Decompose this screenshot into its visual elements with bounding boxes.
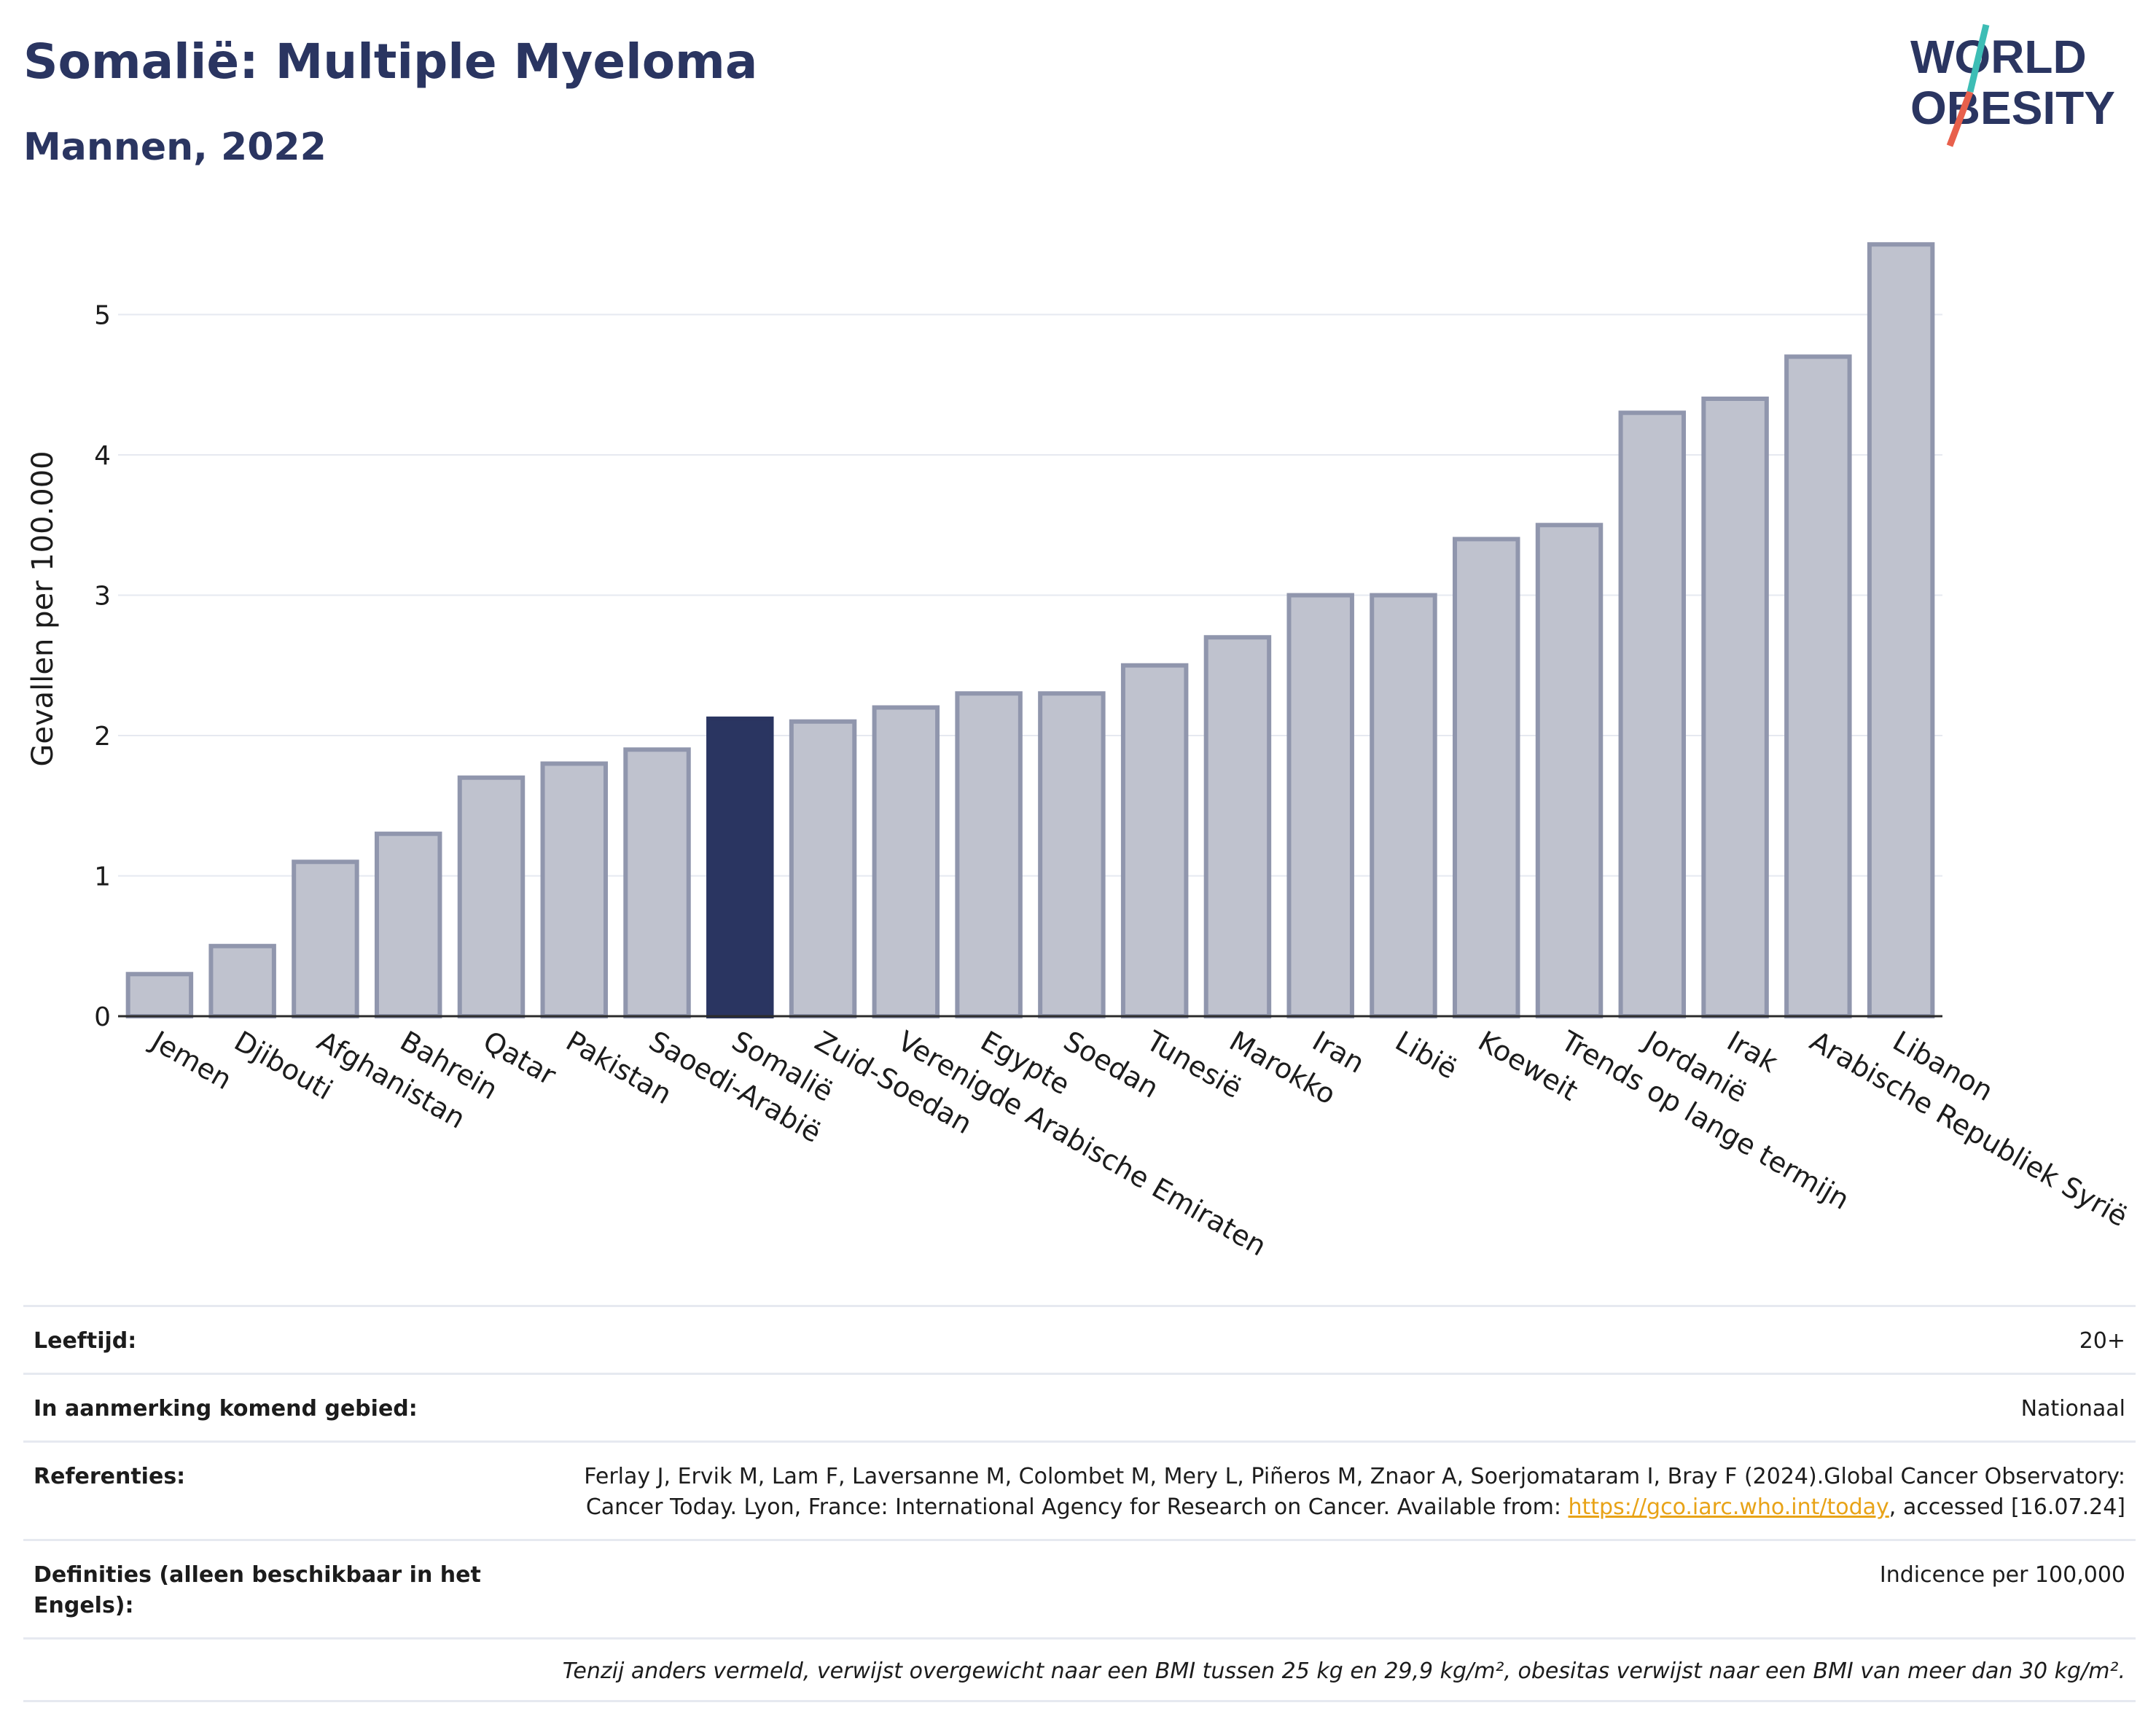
references-label: Referenties: bbox=[34, 1464, 186, 1489]
bar bbox=[1286, 593, 1354, 1018]
metadata-table: Leeftijd: 20+ In aanmerking komend gebie… bbox=[23, 1305, 2136, 1702]
bar bbox=[1867, 242, 1935, 1018]
x-tick-label: Libië bbox=[1390, 1025, 1463, 1085]
bar bbox=[1453, 537, 1520, 1018]
meta-row-age: Leeftijd: 20+ bbox=[23, 1305, 2136, 1373]
bar bbox=[623, 747, 691, 1018]
bars bbox=[118, 242, 1942, 1019]
bar bbox=[1120, 663, 1189, 1018]
age-value: 20+ bbox=[2079, 1328, 2125, 1354]
y-tick-label: 4 bbox=[94, 441, 111, 471]
x-tick-label: Jemen bbox=[145, 1024, 238, 1096]
meta-row-references: Referenties: Ferlay J, Ervik M, Lam F, L… bbox=[23, 1440, 2136, 1539]
bar bbox=[1203, 635, 1272, 1018]
bar bbox=[706, 716, 774, 1019]
area-label: In aanmerking komend gebied: bbox=[34, 1396, 418, 1422]
y-tick-label: 1 bbox=[94, 862, 111, 892]
x-tick-label: Soedan bbox=[1058, 1025, 1164, 1104]
definitions-value: Indicence per 100,000 bbox=[1879, 1562, 2125, 1588]
y-tick-label: 3 bbox=[94, 582, 111, 612]
bar-chart: 0 1 2 3 4 5 JemenDjiboutiAfghanistanBahreinQa… bbox=[26, 242, 2133, 1263]
references-text-2: , accessed [16.07.24] bbox=[1889, 1494, 2125, 1520]
meta-row-note: Tenzij anders vermeld, verwijst overgewi… bbox=[23, 1637, 2136, 1702]
bar bbox=[1701, 397, 1769, 1018]
bar bbox=[1784, 354, 1852, 1018]
bar bbox=[374, 831, 442, 1018]
bar bbox=[1535, 523, 1604, 1018]
logo-line1: WORLD bbox=[1910, 31, 2087, 83]
references-text-1: Ferlay J, Ervik M, Lam F, Laversanne M, … bbox=[584, 1464, 2125, 1520]
bar bbox=[1370, 593, 1437, 1018]
meta-row-definitions: Definities (alleen beschikbaar in het En… bbox=[23, 1539, 2136, 1637]
bar bbox=[457, 775, 526, 1018]
area-value: Nationaal bbox=[2020, 1396, 2125, 1422]
y-tick-labels: 0 1 2 3 4 5 bbox=[94, 301, 111, 1033]
age-label: Leeftijd: bbox=[34, 1328, 137, 1354]
logo-slash-red bbox=[1946, 90, 1974, 147]
footnote: Tenzij anders vermeld, verwijst overgewi… bbox=[562, 1658, 2125, 1684]
x-tick-label: Tunesië bbox=[1141, 1024, 1247, 1104]
bar bbox=[292, 859, 359, 1018]
references-link[interactable]: https://gco.iarc.who.int/today bbox=[1568, 1494, 1889, 1520]
world-obesity-logo: WORLD OBESITY bbox=[1910, 23, 2115, 147]
y-tick-label: 5 bbox=[94, 301, 111, 331]
bar bbox=[872, 705, 940, 1018]
definitions-label: Definities (alleen beschikbaar in het En… bbox=[34, 1562, 481, 1618]
bar bbox=[1038, 691, 1106, 1018]
logo-slash-teal bbox=[1966, 23, 1990, 93]
y-tick-label: 0 bbox=[94, 1002, 111, 1032]
bar bbox=[208, 943, 276, 1018]
meta-row-area: In aanmerking komend gebied: Nationaal bbox=[23, 1373, 2136, 1440]
y-tick-label: 2 bbox=[94, 722, 111, 752]
bar bbox=[125, 972, 194, 1018]
page-subtitle: Mannen, 2022 bbox=[23, 125, 327, 169]
y-axis-label: Gevallen per 100.000 bbox=[26, 451, 60, 766]
references-value: Ferlay J, Ervik M, Lam F, Laversanne M, … bbox=[522, 1462, 2125, 1523]
bar bbox=[540, 761, 608, 1018]
bar bbox=[955, 691, 1023, 1018]
page-title: Somalië: Multiple Myeloma bbox=[23, 34, 758, 90]
logo-line2: OBESITY bbox=[1910, 82, 2115, 134]
bar bbox=[1618, 410, 1687, 1018]
bar bbox=[789, 719, 857, 1018]
x-tick-label: Arabische Republiek Syrië bbox=[1805, 1025, 2133, 1233]
